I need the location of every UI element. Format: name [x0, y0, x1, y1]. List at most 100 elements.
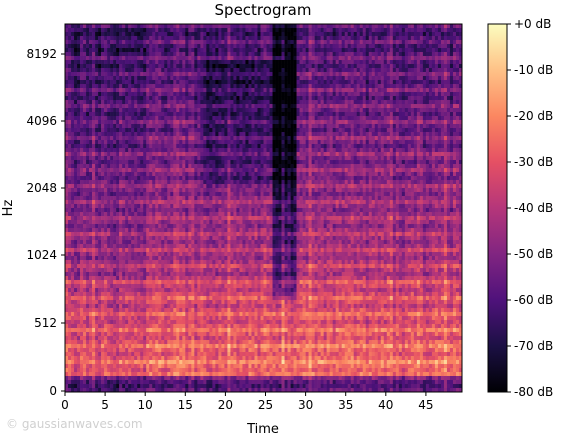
heatmap-cell	[110, 64, 114, 69]
heatmap-cell	[113, 304, 117, 309]
heatmap-cell	[209, 136, 213, 141]
heatmap-cell	[224, 100, 228, 105]
heatmap-cell	[158, 160, 162, 165]
chart-title: Spectrogram	[215, 1, 312, 19]
heatmap-cell	[149, 248, 153, 253]
heatmap-cell	[83, 96, 87, 101]
heatmap-cell	[143, 136, 147, 141]
heatmap-cell	[179, 228, 183, 233]
heatmap-cell	[200, 360, 204, 365]
heatmap-cell	[107, 172, 111, 177]
heatmap-cell	[173, 196, 177, 201]
heatmap-cell	[224, 32, 228, 37]
heatmap-cell	[68, 284, 72, 289]
heatmap-cell	[116, 76, 120, 81]
heatmap-cell	[83, 56, 87, 61]
heatmap-cell	[179, 340, 183, 345]
heatmap-cell	[179, 232, 183, 237]
heatmap-cell	[137, 136, 141, 141]
heatmap-cell	[191, 136, 195, 141]
heatmap-cell	[206, 268, 210, 273]
heatmap-cell	[68, 40, 72, 45]
heatmap-cell	[110, 380, 114, 385]
heatmap-cell	[152, 380, 156, 385]
heatmap-cell	[224, 196, 228, 201]
heatmap-cell	[158, 56, 162, 61]
heatmap-cell	[155, 208, 159, 213]
heatmap-cell	[188, 204, 192, 209]
heatmap-cell	[95, 288, 99, 293]
heatmap-cell	[149, 368, 153, 373]
heatmap-cell	[125, 312, 129, 317]
heatmap-cell	[110, 372, 114, 377]
heatmap-cell	[200, 92, 204, 97]
heatmap-cell	[128, 120, 132, 125]
heatmap-cell	[122, 236, 126, 241]
heatmap-cell	[179, 112, 183, 117]
heatmap-cell	[140, 212, 144, 217]
heatmap-cell	[98, 388, 102, 393]
heatmap-cell	[92, 252, 96, 257]
heatmap-cell	[116, 184, 120, 189]
heatmap-cell	[200, 164, 204, 169]
heatmap-cell	[221, 340, 225, 345]
heatmap-cell	[218, 252, 222, 257]
heatmap-cell	[104, 40, 108, 45]
heatmap-cell	[164, 92, 168, 97]
heatmap-cell	[203, 352, 207, 357]
heatmap-cell	[68, 212, 72, 217]
heatmap-cell	[101, 372, 105, 377]
heatmap-cell	[224, 372, 228, 377]
heatmap-cell	[95, 196, 99, 201]
heatmap-cell	[140, 244, 144, 249]
heatmap-cell	[170, 172, 174, 177]
heatmap-cell	[203, 284, 207, 289]
heatmap-cell	[194, 364, 198, 369]
heatmap-cell	[146, 316, 150, 321]
heatmap-cell	[212, 112, 216, 117]
heatmap-cell	[143, 184, 147, 189]
heatmap-cell	[83, 116, 87, 121]
heatmap-cell	[92, 328, 96, 333]
heatmap-cell	[122, 276, 126, 281]
heatmap-cell	[164, 268, 168, 273]
heatmap-cell	[86, 380, 90, 385]
heatmap-cell	[170, 68, 174, 73]
heatmap-cell	[113, 160, 117, 165]
heatmap-cell	[143, 208, 147, 213]
heatmap-cell	[215, 336, 219, 341]
heatmap-cell	[83, 248, 87, 253]
heatmap-cell	[206, 248, 210, 253]
heatmap-cell	[122, 380, 126, 385]
heatmap-cell	[182, 184, 186, 189]
heatmap-cell	[197, 216, 201, 221]
heatmap-cell	[194, 236, 198, 241]
heatmap-cell	[164, 44, 168, 49]
heatmap-cell	[170, 376, 174, 381]
heatmap-cell	[170, 352, 174, 357]
heatmap-cell	[98, 380, 102, 385]
heatmap-cell	[185, 236, 189, 241]
heatmap-cell	[137, 80, 141, 85]
heatmap-cell	[77, 248, 81, 253]
heatmap-cell	[68, 72, 72, 77]
heatmap-cell	[98, 276, 102, 281]
heatmap-cell	[95, 308, 99, 313]
heatmap-cell	[149, 112, 153, 117]
heatmap-cell	[110, 124, 114, 129]
heatmap-cell	[110, 152, 114, 157]
heatmap-cell	[98, 252, 102, 257]
heatmap-cell	[155, 192, 159, 197]
heatmap-cell	[164, 316, 168, 321]
heatmap-cell	[104, 56, 108, 61]
heatmap-cell	[224, 236, 228, 241]
heatmap-cell	[125, 136, 129, 141]
heatmap-cell	[206, 152, 210, 157]
heatmap-cell	[137, 76, 141, 81]
heatmap-cell	[179, 36, 183, 41]
heatmap-cell	[158, 36, 162, 41]
heatmap-cell	[104, 288, 108, 293]
heatmap-cell	[104, 220, 108, 225]
heatmap-cell	[107, 196, 111, 201]
heatmap-cell	[77, 236, 81, 241]
